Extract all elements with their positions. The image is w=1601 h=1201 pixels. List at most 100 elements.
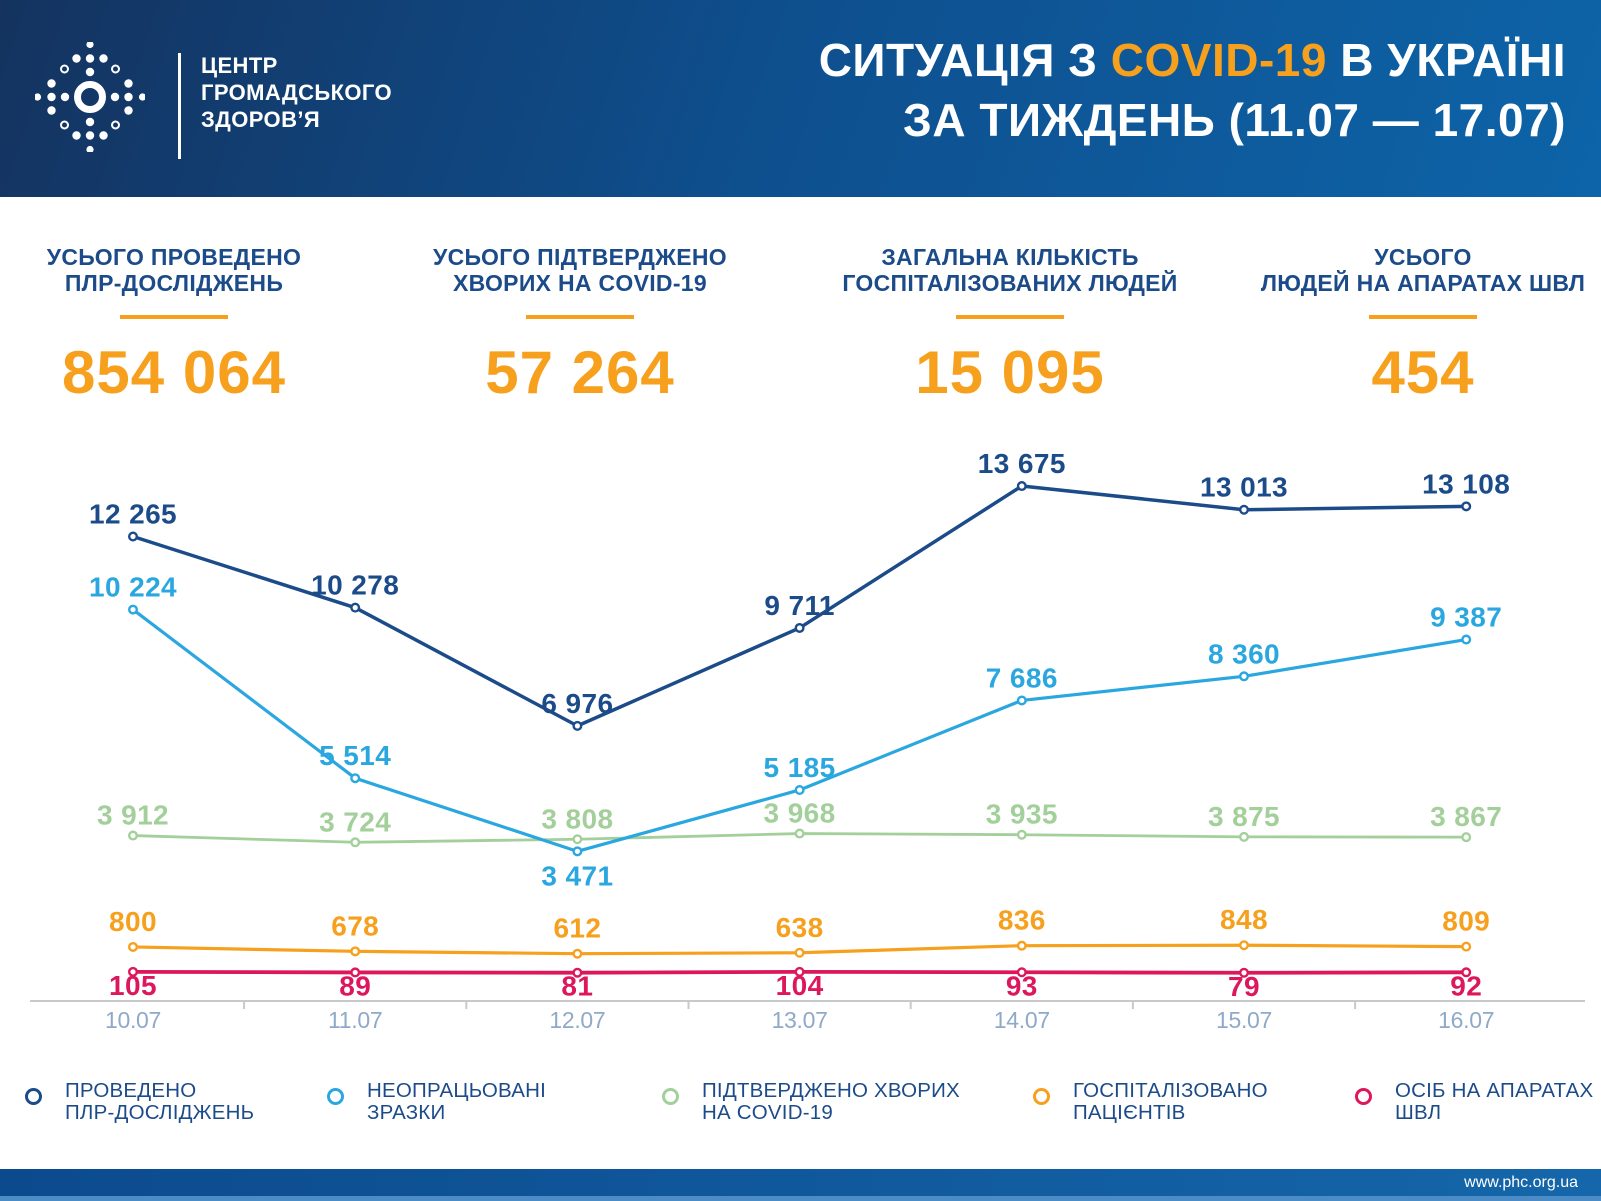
series-marker	[572, 948, 583, 959]
stat-value: 15 095	[915, 339, 1105, 406]
series-marker	[1238, 504, 1249, 515]
stat-heading: УСЬОГО ПІДТВЕРДЖЕНО ХВОРИХ НА COVID-19	[433, 244, 727, 296]
series-marker	[127, 830, 138, 841]
title-suffix: В УКРАЇНІ	[1326, 34, 1566, 86]
series-value-label: 81	[561, 971, 593, 1002]
series-marker	[572, 967, 583, 978]
series-value-label: 3 808	[541, 803, 613, 834]
legend-dot	[327, 1088, 344, 1105]
series-value-label: 7 686	[986, 662, 1058, 693]
series-value-label: 3 935	[986, 799, 1058, 830]
series-value-label: 12 265	[89, 499, 177, 530]
legend-label: ГОСПІТАЛІЗОВАНО ПАЦІЄНТІВ	[1073, 1079, 1268, 1124]
stat-card-hospitalized: ЗАГАЛЬНА КІЛЬКІСТЬ ГОСПІТАЛІЗОВАНИХ ЛЮДЕ…	[780, 244, 1240, 403]
series-marker	[1238, 671, 1249, 682]
series-value-label: 836	[998, 905, 1046, 936]
series-marker	[1461, 967, 1472, 978]
phc-logo-icon	[35, 42, 145, 152]
series-value-label: 612	[553, 913, 601, 944]
series-value-label: 13 675	[978, 448, 1066, 479]
series-value-label: 10 224	[89, 572, 177, 603]
stat-card-confirmed: УСЬОГО ПІДТВЕРДЖЕНО ХВОРИХ НА COVID-19 5…	[350, 244, 810, 403]
series-marker	[794, 966, 805, 977]
series-marker	[1016, 940, 1027, 951]
series-value-label: 638	[776, 912, 824, 943]
stat-value: 57 264	[485, 339, 675, 406]
series-marker	[572, 846, 583, 857]
series-value-label: 3 912	[97, 800, 169, 831]
x-date-label: 12.07	[549, 1007, 605, 1033]
stat-divider	[526, 315, 634, 319]
series-marker	[794, 828, 805, 839]
x-date-label: 10.07	[105, 1007, 161, 1033]
stat-value: 854 064	[62, 339, 286, 406]
series-marker	[350, 946, 361, 957]
series-marker	[1461, 634, 1472, 645]
series-marker	[350, 602, 361, 613]
page-title-line2: ЗА ТИЖДЕНЬ (11.07 — 17.07)	[903, 94, 1566, 146]
series-marker	[1461, 832, 1472, 843]
series-value-label: 8 360	[1208, 638, 1280, 669]
series-value-label: 678	[331, 910, 379, 941]
legend-label: ОСІБ НА АПАРАТАХ ШВЛ	[1395, 1079, 1594, 1124]
logo-wordmark: ЦЕНТР ГРОМАДСЬКОГО ЗДОРОВ’Я	[201, 52, 392, 133]
series-value-label: 800	[109, 906, 157, 937]
series-value-label: 6 976	[541, 688, 613, 719]
series-value-label: 848	[1220, 904, 1268, 935]
series-value-label: 3 867	[1430, 801, 1502, 832]
logo-line: ЗДОРОВ’Я	[201, 107, 321, 132]
series-marker	[350, 773, 361, 784]
page-title: СИТУАЦІЯ З COVID-19 В УКРАЇНІ ЗА ТИЖДЕНЬ…	[819, 30, 1566, 150]
series-marker	[350, 967, 361, 978]
series-marker	[794, 947, 805, 958]
logo-separator	[178, 53, 181, 159]
footer-strip	[0, 1196, 1601, 1201]
series-value-label: 89	[339, 970, 371, 1001]
series-marker	[572, 720, 583, 731]
series-line	[132, 608, 1467, 853]
series-value-label: 5 514	[319, 740, 391, 771]
stat-card-pcr-tests: УСЬОГО ПРОВЕДЕНО ПЛР-ДОСЛІДЖЕНЬ 854 064	[0, 244, 404, 403]
stat-heading: УСЬОГО ПРОВЕДЕНО ПЛР-ДОСЛІДЖЕНЬ	[46, 244, 302, 296]
series-marker	[1016, 967, 1027, 978]
series-line	[132, 943, 1467, 956]
legend-label: ПІДТВЕРДЖЕНО ХВОРИХ НА COVID-19	[702, 1079, 960, 1124]
title-highlight: COVID-19	[1110, 34, 1327, 86]
series-line	[132, 484, 1467, 728]
series-value-label: 10 278	[311, 570, 399, 601]
legend-dot	[25, 1088, 42, 1105]
series-value-label: 9 711	[764, 590, 835, 621]
legend-item-ventilators: ОСІБ НА АПАРАТАХ ШВЛ	[1355, 1080, 1593, 1124]
logo-line: ЦЕНТР	[201, 53, 278, 78]
x-date-label: 14.07	[994, 1007, 1050, 1033]
page-title-line1: СИТУАЦІЯ З COVID-19 В УКРАЇНІ	[819, 30, 1566, 90]
title-prefix: СИТУАЦІЯ З	[818, 34, 1111, 86]
legend-dot	[662, 1088, 679, 1105]
series-value-label: 13 013	[1200, 472, 1288, 503]
legend-label: НЕОПРАЦЬОВАНІ ЗРАЗКИ	[367, 1079, 547, 1124]
legend-label: ПРОВЕДЕНО ПЛР-ДОСЛІДЖЕНЬ	[65, 1079, 255, 1124]
legend-item-hospitalized: ГОСПІТАЛІЗОВАНО ПАЦІЄНТІВ	[1033, 1080, 1268, 1124]
series-marker	[1238, 831, 1249, 842]
series-value-label: 13 108	[1422, 468, 1510, 499]
x-date-label: 15.07	[1216, 1007, 1272, 1033]
series-value-label: 3 724	[319, 806, 391, 837]
series-value-label: 105	[109, 970, 157, 1001]
series-value-label: 809	[1442, 906, 1490, 937]
series-value-label: 92	[1450, 970, 1482, 1001]
series-marker	[1461, 501, 1472, 512]
series-marker	[350, 837, 361, 848]
series-value-label: 5 185	[764, 752, 836, 783]
stat-divider	[120, 315, 228, 319]
legend-dot	[1355, 1088, 1372, 1105]
series-value-label: 93	[1006, 970, 1038, 1001]
series-marker	[1016, 829, 1027, 840]
stat-heading: УСЬОГО ЛЮДЕЙ НА АПАРАТАХ ШВЛ	[1260, 244, 1586, 296]
series-marker	[1461, 941, 1472, 952]
series-line	[132, 832, 1467, 844]
footer-link[interactable]: www.phc.org.ua	[1464, 1174, 1578, 1191]
series-value-label: 3 875	[1208, 801, 1280, 832]
series-marker	[1016, 695, 1027, 706]
stat-heading: ЗАГАЛЬНА КІЛЬКІСТЬ ГОСПІТАЛІЗОВАНИХ ЛЮДЕ…	[842, 244, 1178, 296]
